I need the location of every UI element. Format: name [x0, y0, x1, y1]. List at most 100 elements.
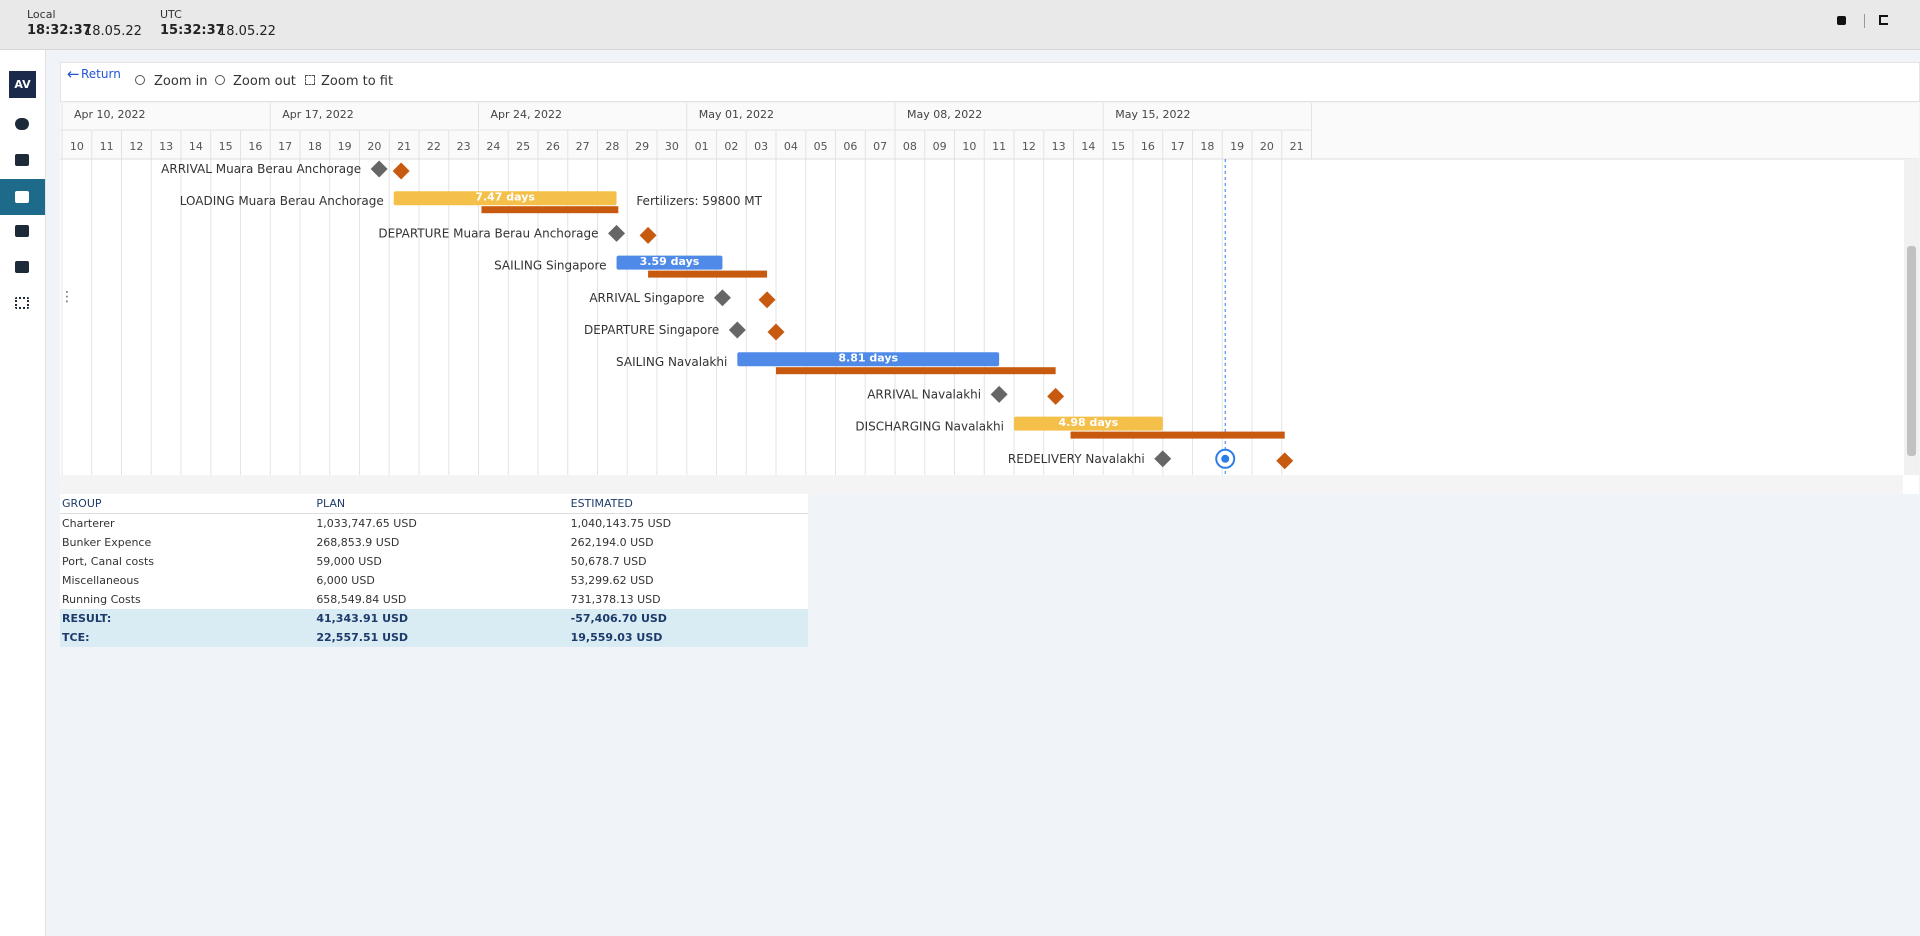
- day-label: 30: [665, 140, 679, 153]
- table-row: Running Costs 658,549.84 USD 731,378.13 US…: [60, 590, 808, 609]
- h-scrollbar: [60, 475, 1903, 494]
- estimated-bar: [1070, 431, 1285, 439]
- day-label: 07: [873, 140, 887, 153]
- day-label: 29: [635, 140, 649, 153]
- estimated-bar: [776, 367, 1056, 375]
- week-label: May 01, 2022: [699, 108, 774, 121]
- table-row: Bunker Expence 268,853.9 USD 262,194.0 USD: [60, 533, 808, 552]
- day-label: 08: [903, 140, 917, 153]
- globe-icon[interactable]: [15, 118, 29, 130]
- briefcase-icon[interactable]: [15, 261, 29, 273]
- duration-label: 8.81 days: [838, 352, 898, 365]
- logo[interactable]: AV: [9, 71, 36, 98]
- dashboard-icon[interactable]: [15, 154, 29, 166]
- task-label: DISCHARGING Navalakhi: [855, 420, 1004, 434]
- table-cell: ESTIMATED: [568, 494, 808, 514]
- top-bar: Local 18:32:37 18.05.22 UTC 15:32:37 18.…: [0, 0, 1920, 50]
- day-label: 14: [189, 140, 203, 153]
- day-label: 22: [427, 140, 441, 153]
- day-label: 17: [1171, 140, 1185, 153]
- day-label: 19: [338, 140, 352, 153]
- table-row: Miscellaneous 6,000 USD 53,299.62 USD: [60, 571, 808, 590]
- day-label: 02: [724, 140, 738, 153]
- day-label: 09: [933, 140, 947, 153]
- day-label: 03: [754, 140, 768, 153]
- logout-icon[interactable]: [1879, 15, 1888, 25]
- week-label: Apr 24, 2022: [491, 108, 563, 121]
- table-cell: 658,549.84 USD: [316, 593, 407, 606]
- lock-icon[interactable]: [1837, 16, 1846, 25]
- task-label: LOADING Muara Berau Anchorage: [180, 194, 384, 208]
- table-cell: TCE:: [60, 628, 315, 647]
- icon: [305, 75, 315, 85]
- back-arrow[interactable]: ←: [67, 65, 80, 83]
- duration-label: 7.47 days: [475, 191, 535, 204]
- plan-bar: [737, 352, 1000, 367]
- day-label: 15: [219, 140, 233, 153]
- day-label: 25: [516, 140, 530, 153]
- day-label: 15: [1111, 140, 1125, 153]
- cargo-note: Fertilizers: 59800 MT: [636, 194, 762, 208]
- week-label: May 08, 2022: [907, 108, 982, 121]
- day-label: 13: [1052, 140, 1066, 153]
- local-label: Local: [27, 8, 56, 21]
- table-cell: 19,559.03 USD: [568, 628, 808, 647]
- milestone: [713, 289, 731, 307]
- plan-bar: [616, 255, 723, 270]
- icon: [135, 75, 145, 85]
- vessel-dot: [1221, 454, 1230, 463]
- table-cell: 731,378.13 USD: [570, 593, 661, 606]
- local-date: 18.05.22: [84, 24, 142, 39]
- return-link[interactable]: Return: [81, 67, 121, 81]
- day-label: 12: [129, 140, 143, 153]
- ship-icon[interactable]: [15, 225, 29, 237]
- task-label: DEPARTURE Singapore: [584, 323, 719, 337]
- table-row: Charterer 1,033,747.65 USD 1,040,143.75 US…: [60, 514, 808, 534]
- task-label: ARRIVAL Singapore: [589, 291, 704, 305]
- day-label: 18: [1200, 140, 1214, 153]
- day-label: 06: [843, 140, 857, 153]
- drag-handle: ⋮: [60, 289, 74, 305]
- day-label: 24: [486, 140, 500, 153]
- utc-label: UTC: [160, 8, 182, 21]
- table-cell: 6,000 USD: [316, 574, 375, 587]
- zoom-in[interactable]: Zoom in: [154, 74, 208, 89]
- day-label: 10: [962, 140, 976, 153]
- table-cell: -57,406.70 USD: [568, 609, 808, 628]
- day-label: 21: [1290, 140, 1304, 153]
- gantt: 10 11 12 13 14 15 16 17 18 19 20 21 22 23 24 25 26 27 28 29…: [60, 103, 1919, 494]
- day-label: 11: [100, 140, 114, 153]
- table-row: Port, Canal costs 59,000 USD 50,678.7 USD: [60, 552, 808, 571]
- day-label: 11: [992, 140, 1006, 153]
- utc-date: 18.05.22: [218, 24, 276, 39]
- task-label: DEPARTURE Muara Berau Anchorage: [378, 226, 598, 240]
- milestone: [767, 323, 785, 341]
- day-label: 16: [248, 140, 262, 153]
- table-row: TCE: 22,557.51 USD 19,559.03 USD: [60, 628, 808, 647]
- day-label: 10: [70, 140, 84, 153]
- week-label: May 15, 2022: [1115, 108, 1190, 121]
- table-cell: GROUP: [60, 494, 315, 514]
- table-cell: 53,299.62 USD: [570, 574, 654, 587]
- v-thumb: [1907, 246, 1916, 456]
- table-cell: Miscellaneous: [62, 574, 140, 587]
- day-label: 27: [576, 140, 590, 153]
- day-label: 01: [695, 140, 709, 153]
- day-label: 17: [278, 140, 292, 153]
- header-bg: [60, 103, 1919, 159]
- zoom-fit[interactable]: Zoom to fit: [321, 74, 394, 89]
- active-nav[interactable]: [0, 179, 45, 215]
- zoom-out[interactable]: Zoom out: [233, 74, 296, 89]
- day-label: 20: [1260, 140, 1274, 153]
- sidebar: AV: [0, 50, 46, 936]
- day-label: 26: [546, 140, 560, 153]
- apps-icon[interactable]: [15, 297, 29, 309]
- icon: [215, 75, 225, 85]
- day-label: 18: [308, 140, 322, 153]
- day-label: 14: [1081, 140, 1095, 153]
- table-cell: 268,853.9 USD: [316, 536, 400, 549]
- divider: [1864, 14, 1865, 28]
- day-label: 23: [457, 140, 471, 153]
- day-label: 19: [1230, 140, 1244, 153]
